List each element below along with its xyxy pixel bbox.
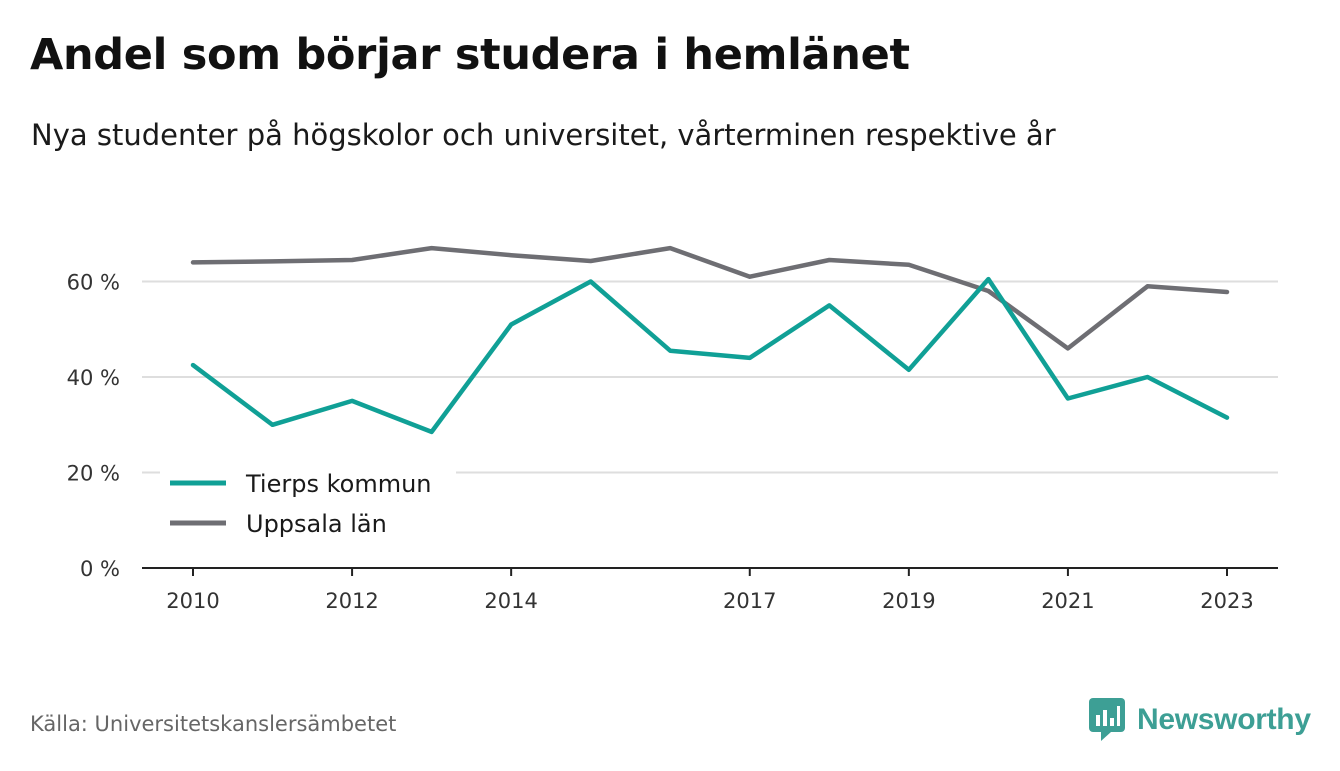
y-tick-label: 40 % [67,366,120,390]
legend-label: Uppsala län [246,510,387,538]
x-tick-label: 2012 [325,589,378,613]
chart-subtitle: Nya studenter på högskolor och universit… [31,118,1056,152]
x-tick-label: 2023 [1200,589,1253,613]
series-line-uppsala [190,245,1230,351]
y-tick-label: 20 % [67,462,120,486]
source-note: Källa: Universitetskanslersämbetet [30,712,397,736]
x-tick-label: 2010 [166,589,219,613]
y-tick-label: 60 % [67,271,120,295]
newsworthy-logo-icon [1089,698,1125,741]
chart-title: Andel som börjar studera i hemlänet [30,30,910,80]
brand-name: Newsworthy [1137,703,1311,736]
brand-logo[interactable]: Newsworthy [1089,698,1311,742]
x-tick-label: 2019 [882,589,935,613]
x-tick-label: 2014 [484,589,537,613]
y-tick-label: 0 % [80,557,120,581]
x-tick-label: 2017 [723,589,776,613]
x-tick-label: 2021 [1041,589,1094,613]
legend-background [160,458,456,548]
series-line-tierps [190,276,1230,435]
legend-label: Tierps kommun [245,470,432,498]
